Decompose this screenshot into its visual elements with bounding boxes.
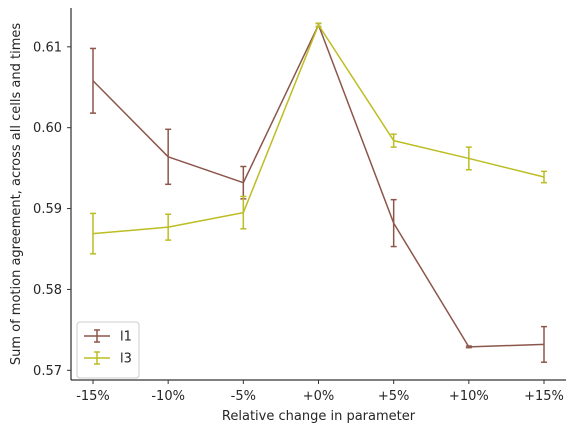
x-axis-ticks: -15% -10% -5% +0% +5% +10% +15% [76,380,564,404]
series-l3 [90,22,547,255]
x-tick-label: +10% [449,389,489,404]
y-tick-label: 0.61 [33,40,62,55]
y-tick-label: 0.59 [33,202,62,217]
series-layer [90,22,547,363]
x-axis-label: Relative change in parameter [222,409,416,424]
series-line-l3 [92,24,545,235]
y-tick-label: 0.57 [33,364,62,379]
legend-label: l1 [120,330,132,345]
x-tick-label: -10% [151,389,185,404]
series-line-l1 [92,24,545,348]
legend-item-l3: l3 [84,351,132,367]
y-tick-label: 0.58 [33,283,62,298]
y-axis-ticks: 0.57 0.58 0.59 0.60 0.61 [33,40,71,379]
y-tick-label: 0.60 [33,121,62,136]
x-tick-label: -15% [76,389,110,404]
legend-item-l1: l1 [84,329,132,345]
x-tick-label: +0% [303,389,335,404]
x-tick-label: -5% [231,389,256,404]
x-tick-label: +5% [378,389,410,404]
x-tick-label: +15% [524,389,564,404]
y-axis-label: Sum of motion agreement, across all cell… [9,23,24,365]
legend-label: l3 [120,352,132,367]
series-l1 [90,22,547,363]
